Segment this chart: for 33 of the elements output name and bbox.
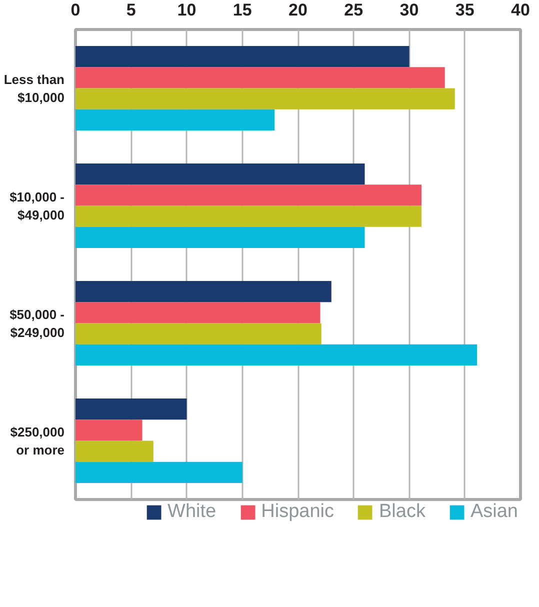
legend-label: White xyxy=(168,501,216,523)
bar xyxy=(76,206,422,227)
x-tick-label: 35 xyxy=(455,0,474,20)
x-tick-label: 30 xyxy=(400,0,419,20)
y-tick-label: $10,000 - $49,000 xyxy=(10,189,65,222)
x-tick-label: 40 xyxy=(511,0,530,20)
bar xyxy=(76,462,242,484)
bar xyxy=(76,323,322,344)
y-tick-label: Less than $10,000 xyxy=(4,72,65,105)
y-tick-label: $50,000 - $249,000 xyxy=(10,306,65,340)
legend-label: Hispanic xyxy=(261,501,334,523)
bar xyxy=(76,226,365,248)
bar xyxy=(76,67,445,88)
bar xyxy=(76,46,410,68)
bar xyxy=(76,344,478,366)
x-tick-label: 15 xyxy=(232,0,252,20)
bar xyxy=(76,109,275,131)
x-tick-label: 10 xyxy=(177,0,196,20)
bar xyxy=(76,163,365,185)
bar xyxy=(76,184,422,206)
bar xyxy=(76,88,455,110)
x-tick-label: 5 xyxy=(126,0,136,20)
bar xyxy=(76,398,187,420)
bar xyxy=(76,420,142,441)
x-tick-label: 0 xyxy=(70,0,80,20)
legend-label: Asian xyxy=(470,501,518,523)
bar xyxy=(76,440,154,462)
bar xyxy=(76,280,332,302)
x-tick-label: 20 xyxy=(288,0,308,20)
y-tick-label: $250,000 or more xyxy=(10,424,65,458)
x-tick-label: 25 xyxy=(344,0,364,20)
bar xyxy=(76,302,320,324)
legend-label: Black xyxy=(379,501,426,523)
